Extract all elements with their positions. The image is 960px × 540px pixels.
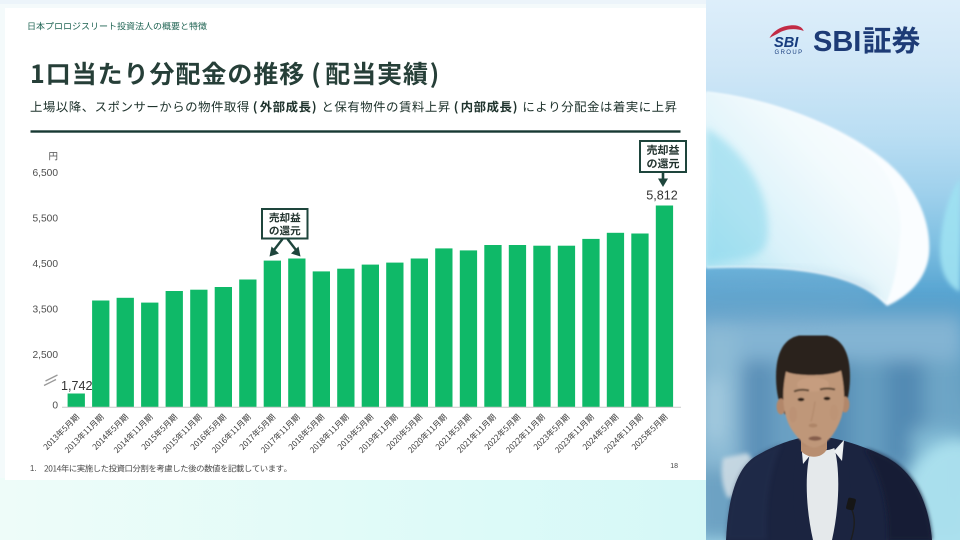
- svg-text:SBI: SBI: [813, 26, 861, 58]
- svg-text:SBI: SBI: [774, 35, 799, 51]
- svg-text:GROUP: GROUP: [775, 50, 804, 56]
- svg-text:6,500: 6,500: [33, 168, 59, 179]
- svg-text:3,500: 3,500: [33, 305, 59, 316]
- svg-text:18: 18: [670, 463, 678, 470]
- svg-text:1.: 1.: [30, 464, 37, 473]
- svg-text:4,500: 4,500: [33, 259, 59, 270]
- svg-text:5,500: 5,500: [33, 213, 59, 224]
- svg-text:1,742: 1,742: [61, 379, 93, 393]
- svg-text:0: 0: [52, 401, 58, 412]
- svg-text:2,500: 2,500: [33, 350, 59, 361]
- svg-text:5,812: 5,812: [646, 189, 678, 203]
